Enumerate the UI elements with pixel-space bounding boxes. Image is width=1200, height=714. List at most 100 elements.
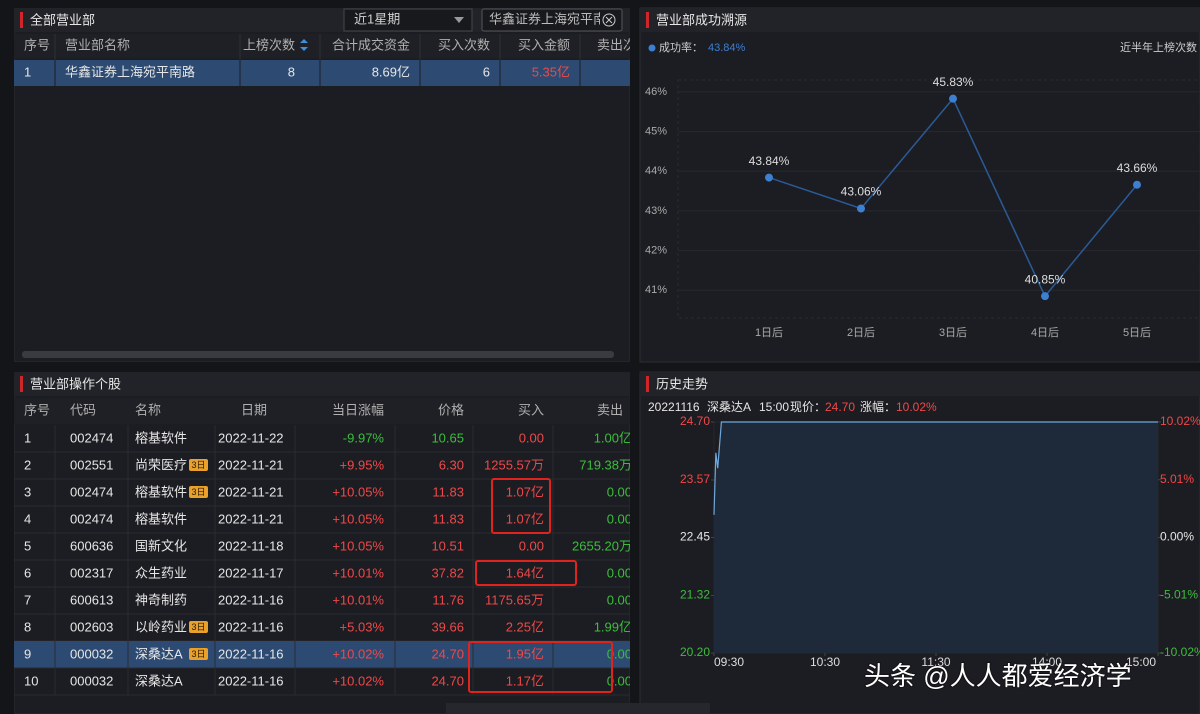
table-cell: 5	[24, 538, 31, 553]
search-box[interactable]	[481, 8, 623, 32]
table-cell: 000032	[70, 673, 113, 688]
period-value: 近1星期	[354, 11, 400, 26]
table-cell: 1.64亿	[506, 565, 544, 580]
table-cell: 5.35亿	[532, 64, 570, 79]
panel-title: 历史走势	[656, 376, 708, 391]
table-cell: 8	[288, 64, 295, 79]
table-cell: 0.00	[607, 673, 632, 688]
table-cell: 1.07亿	[506, 484, 544, 499]
column-header[interactable]: 序号	[24, 402, 50, 417]
table-cell: 002474	[70, 511, 113, 526]
table-cell: 1.17亿	[506, 673, 544, 688]
table-cell: 2655.20万	[572, 538, 632, 553]
period-dropdown[interactable]	[343, 8, 473, 32]
column-header[interactable]: 上榜次数	[243, 37, 295, 52]
quote-change-label: 涨幅：	[860, 399, 896, 414]
dropdown-arrow	[454, 17, 464, 23]
y2-tick-label: -5.01%	[1160, 587, 1198, 601]
point[interactable]	[1041, 292, 1049, 301]
column-header[interactable]: 卖出	[597, 402, 623, 417]
table-cell: 1.00亿	[594, 430, 632, 445]
panel-title: 全部营业部	[30, 12, 95, 27]
badge	[189, 648, 208, 660]
y-tick-label: 42%	[645, 244, 667, 256]
table-cell: 000032	[70, 646, 113, 661]
table-cell: 国新文化	[135, 538, 187, 553]
column-header[interactable]: 价格	[438, 402, 464, 417]
x-tick-label: 1日后	[755, 326, 783, 339]
table-cell: 11.83	[432, 484, 464, 499]
y-tick-label: 46%	[645, 86, 667, 98]
column-header[interactable]: 代码	[70, 402, 96, 417]
column-header[interactable]: 卖出次数	[597, 37, 649, 52]
sort-icon	[300, 39, 308, 51]
quote-time: 15:00	[759, 400, 789, 414]
table-cell: +10.05%	[332, 538, 384, 553]
table-row-selected[interactable]	[14, 60, 630, 86]
table-cell: 0.00	[519, 538, 544, 553]
column-header[interactable]: 当日涨幅	[332, 402, 384, 417]
title-bar	[640, 372, 1200, 396]
x-tick-label: 09:30	[714, 655, 744, 669]
annotation-box	[468, 641, 613, 693]
table-cell: 2022-11-16	[218, 673, 284, 688]
column-header[interactable]: 合计成交资金	[332, 37, 410, 52]
point[interactable]	[1133, 180, 1141, 189]
table-cell: 600636	[70, 538, 113, 553]
point[interactable]	[765, 173, 773, 182]
overlay: 头条 @人人都爱经济学	[446, 478, 1133, 714]
table-cell: +10.01%	[332, 592, 384, 607]
header-row	[14, 398, 630, 424]
table-cell: +10.05%	[332, 484, 384, 499]
column-header[interactable]: 名称	[135, 402, 161, 417]
y-tick-label: 24.70	[680, 414, 710, 428]
quote-name: 深桑达A	[707, 400, 751, 414]
point[interactable]	[949, 94, 957, 103]
title-bar	[14, 372, 630, 396]
title-bar	[640, 8, 1200, 32]
column-header[interactable]: 日期	[241, 402, 267, 417]
table-cell: 600613	[70, 592, 113, 607]
table-cell: 榕基软件	[135, 484, 187, 499]
table-cell: 1.07亿	[506, 511, 544, 526]
title-accent	[20, 12, 23, 28]
chart-note: 近半年上榜次数	[1120, 40, 1197, 54]
table-cell: 2	[24, 457, 31, 472]
panel-title: 营业部成功溯源	[656, 12, 747, 27]
h-scrollbar[interactable]	[22, 351, 614, 358]
table-cell: 2022-11-16	[218, 646, 284, 661]
quote-change: 10.02%	[896, 400, 937, 414]
column-header[interactable]: 买入金额	[518, 37, 570, 52]
table-cell: 11.76	[432, 592, 464, 607]
table-cell: +10.01%	[332, 565, 384, 580]
table-cell: 深桑达A	[135, 673, 183, 688]
value-label: 45.83%	[933, 75, 974, 89]
column-header[interactable]: 序号	[24, 37, 50, 52]
y-tick-label: 23.57	[680, 472, 710, 486]
table-cell: -9.97%	[343, 430, 385, 445]
legend-value: 43.84%	[708, 42, 746, 54]
y-tick-label: 20.20	[680, 645, 710, 659]
title-accent	[646, 376, 649, 392]
badge	[189, 621, 208, 633]
search-clear[interactable]	[602, 13, 616, 27]
value-label: 43.66%	[1117, 161, 1158, 175]
quote-price: 24.70	[825, 400, 855, 414]
column-header[interactable]: 营业部名称	[65, 37, 130, 52]
column-header[interactable]: 买入	[518, 402, 544, 417]
table-cell: 8	[24, 619, 31, 634]
value-label: 43.84%	[749, 154, 790, 168]
y-tick-label: 45%	[645, 125, 667, 137]
table-cell: 2022-11-22	[218, 430, 284, 445]
point[interactable]	[857, 204, 865, 213]
annotation-box	[475, 560, 577, 586]
column-header[interactable]: 买入次数	[438, 37, 490, 52]
table-row-selected[interactable]	[14, 641, 630, 668]
panel-title: 营业部操作个股	[30, 376, 121, 391]
x-tick-label: 3日后	[939, 326, 967, 339]
x-tick-label: 10:30	[810, 655, 840, 669]
header-row	[14, 34, 630, 58]
table-cell: 1175.65万	[485, 592, 544, 607]
